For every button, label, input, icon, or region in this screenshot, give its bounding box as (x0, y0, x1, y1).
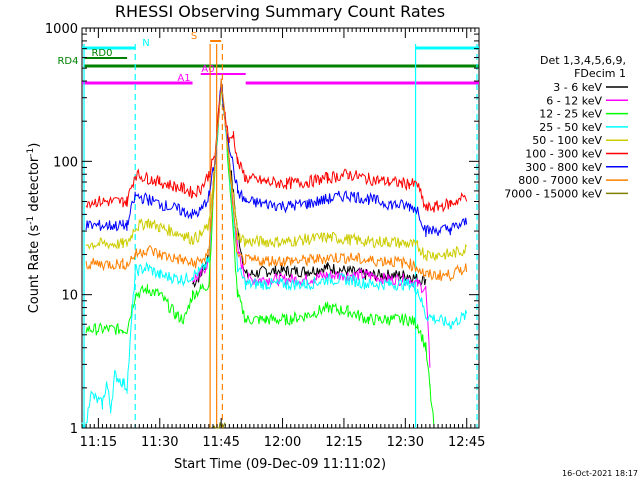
footer-date: 16-Oct-2021 18:17 (562, 469, 638, 478)
legend-label: 6 - 12 keV (546, 94, 602, 107)
series-line-6-12-kev (192, 78, 431, 368)
legend-label: 25 - 50 keV (539, 121, 602, 134)
x-tick-label: 12:15 (325, 435, 362, 450)
flag-label-rd4: RD4 (57, 56, 78, 67)
flag-label-s: S (191, 31, 197, 42)
legend-header: Det 1,3,4,5,6,9, (540, 54, 626, 67)
legend-label: 50 - 100 keV (532, 134, 602, 147)
y-tick-label: 10 (61, 289, 78, 304)
y-tick-label: 100 (53, 155, 78, 170)
series-line-25-50-kev (81, 87, 468, 429)
legend-label: 7000 - 15000 keV (504, 187, 602, 200)
x-tick-label: 11:30 (141, 435, 178, 450)
data-series (81, 78, 468, 429)
x-tick-label: 12:45 (448, 435, 485, 450)
y-tick-label: 1 (70, 422, 78, 437)
series-line-7000-15000-kev (212, 422, 226, 429)
chart-title: RHESSI Observing Summary Count Rates (115, 2, 445, 21)
legend-label: 800 - 7000 keV (518, 174, 602, 187)
flag-label-a1: A1 (177, 73, 190, 84)
y-tick-label: 1000 (45, 22, 78, 37)
flag-label-n: N (142, 38, 149, 49)
series-line-50-100-kev (85, 79, 468, 262)
flag-bars: N RD0 RD4 S A0 A1 (57, 31, 479, 85)
x-axis-label: Start Time (09-Dec-09 11:11:02) (174, 457, 386, 472)
series-line-12-25-kev (85, 81, 435, 429)
legend-header: FDecim 1 (574, 67, 626, 80)
y-axis: 1 10 100 1000 (45, 22, 479, 437)
x-tick-label: 12:30 (387, 435, 424, 450)
legend-label: 100 - 300 keV (525, 148, 602, 161)
x-tick-label: 11:15 (80, 435, 117, 450)
plot-frame (81, 27, 480, 429)
legend-label: 300 - 800 keV (525, 161, 602, 174)
x-tick-label: 12:00 (264, 435, 301, 450)
flag-label-a0: A0 (201, 64, 214, 75)
series-line-100-300-kev (85, 85, 468, 213)
legend-label: 12 - 25 keV (539, 108, 602, 121)
vertical-markers (83, 44, 478, 428)
x-axis: 11:15 11:30 11:45 12:00 12:15 12:30 12:45 (80, 28, 485, 450)
legend-label: 3 - 6 keV (553, 81, 602, 94)
y-axis-label: Count Rate (s-1 detector-1) (26, 143, 42, 314)
x-tick-label: 11:45 (202, 435, 239, 450)
flag-label-rd0: RD0 (91, 48, 112, 59)
series-line-300-800-kev (85, 81, 468, 238)
series-line-800-7000-kev (85, 79, 468, 282)
